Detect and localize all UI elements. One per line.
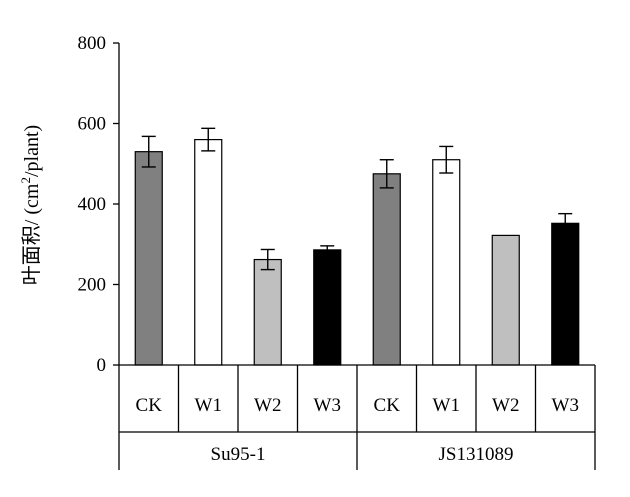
x-category-label: CK	[374, 395, 401, 416]
y-axis-label: 叶面积/ (cm2/plant)	[18, 125, 43, 285]
error-bars	[141, 127, 573, 271]
error-bar	[379, 159, 394, 189]
bar-Su95-1-CK	[134, 151, 163, 366]
y-axis: 0 200 400 600 800	[78, 33, 120, 376]
y-axis-label-main: 叶面积/ (cm	[20, 183, 43, 285]
x-group-label: Su95-1	[211, 444, 266, 465]
bar-JS131089-W1	[432, 159, 461, 366]
x-category-label: W3	[552, 395, 579, 416]
x-group-label: JS131089	[439, 444, 514, 465]
error-bar	[439, 145, 454, 174]
x-category-label: W1	[195, 395, 222, 416]
x-category-label: CK	[136, 395, 163, 416]
bar-Su95-1-W2	[253, 258, 282, 366]
bar-JS131089-W2	[491, 234, 520, 366]
x-category-label: W1	[433, 395, 460, 416]
x-category-label: W2	[492, 395, 519, 416]
bar-JS131089-CK	[372, 173, 401, 366]
y-tick-label: 600	[78, 114, 107, 135]
error-bar	[558, 212, 573, 234]
bars	[134, 139, 580, 366]
y-tick-label: 0	[97, 355, 107, 376]
x-axis: CK W1 W2 W3 CK W1 W2 W3 Su95-1 JS131089	[118, 364, 596, 470]
y-axis-label-group: 叶面积/ (cm2/plant)	[18, 125, 43, 285]
error-bar	[320, 245, 335, 255]
y-tick-label: 400	[78, 194, 107, 215]
y-axis-label-sup: 2	[18, 177, 33, 184]
bar-JS131089-W3	[551, 222, 580, 366]
y-tick-label: 800	[78, 33, 107, 54]
error-bar	[260, 248, 275, 271]
x-category-label: W3	[314, 395, 341, 416]
error-bar	[141, 135, 156, 168]
bar-Su95-1-W1	[194, 139, 223, 366]
x-category-label: W2	[254, 395, 281, 416]
y-tick-label: 200	[78, 275, 107, 296]
y-axis-label-tail: /plant)	[21, 125, 43, 177]
error-bar	[201, 127, 216, 152]
bar-Su95-1-W3	[313, 249, 342, 366]
